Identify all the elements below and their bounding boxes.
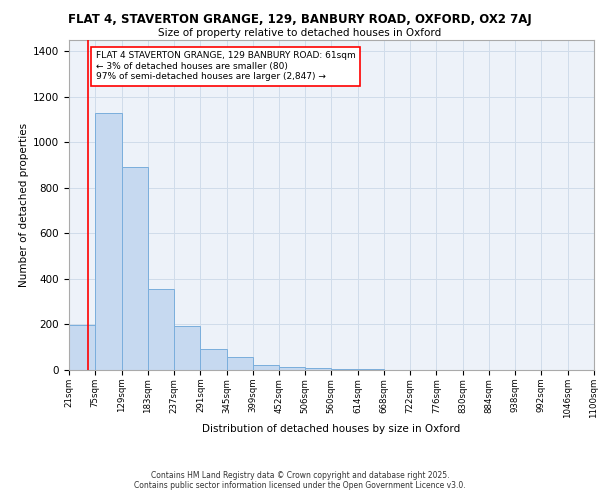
Bar	[95, 114, 122, 370]
Bar	[305, 368, 331, 370]
Text: Contains HM Land Registry data © Crown copyright and database right 2025.
Contai: Contains HM Land Registry data © Crown c…	[134, 470, 466, 490]
Bar	[200, 349, 227, 370]
Text: FLAT 4 STAVERTON GRANGE, 129 BANBURY ROAD: 61sqm
← 3% of detached houses are sma: FLAT 4 STAVERTON GRANGE, 129 BANBURY ROA…	[96, 52, 356, 81]
Bar	[69, 325, 95, 370]
Text: FLAT 4, STAVERTON GRANGE, 129, BANBURY ROAD, OXFORD, OX2 7AJ: FLAT 4, STAVERTON GRANGE, 129, BANBURY R…	[68, 12, 532, 26]
Bar	[227, 358, 253, 370]
Bar	[331, 369, 358, 370]
Bar	[122, 167, 148, 370]
Bar	[253, 366, 279, 370]
X-axis label: Distribution of detached houses by size in Oxford: Distribution of detached houses by size …	[202, 424, 461, 434]
Y-axis label: Number of detached properties: Number of detached properties	[19, 123, 29, 287]
Bar	[148, 290, 174, 370]
Bar	[174, 326, 200, 370]
Bar	[279, 366, 305, 370]
Text: Size of property relative to detached houses in Oxford: Size of property relative to detached ho…	[158, 28, 442, 38]
